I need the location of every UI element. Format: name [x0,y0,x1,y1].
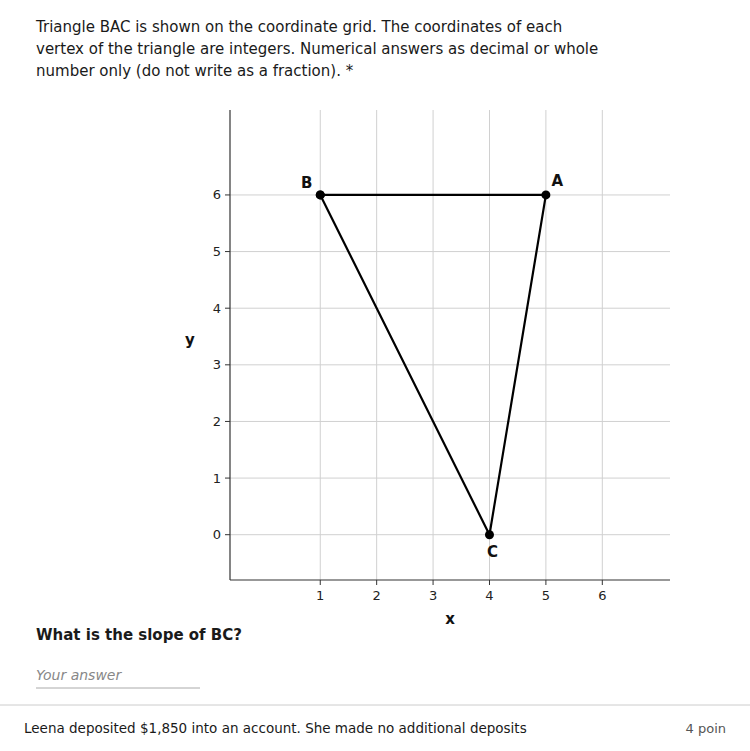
answer-placeholder: Your answer [36,667,122,683]
grid-line-x [602,110,603,580]
vertex-label: A [552,172,564,190]
grid-line-y [230,478,670,479]
tick-y [225,421,230,422]
grid-line-x [376,110,377,580]
tick-label-x: 6 [598,588,606,603]
tick-label-x: 4 [485,588,493,603]
tick-y [225,364,230,365]
vertex-dot [541,190,550,199]
grid-line-x [545,110,546,580]
tick-y [225,308,230,309]
vertex-dot [316,190,325,199]
tick-label-x: 2 [373,588,381,603]
tick-y [225,478,230,479]
x-axis-label: x [445,610,455,628]
vertex-dot [485,530,494,539]
title-line: number only (do not write as a fraction)… [36,62,354,80]
tick-label-y: 4 [213,301,221,316]
tick-x [433,580,434,585]
tick-label-y: 1 [213,471,221,486]
question: What is the slope of BC? [36,626,242,644]
tick-x [602,580,603,585]
title-line: vertex of the triangle are integers. Num… [36,40,598,58]
tick-x [320,580,321,585]
grid-line-y [230,364,670,365]
vertex-label: C [487,543,498,561]
grid-line-y [230,308,670,309]
tick-y [225,194,230,195]
tick-x [376,580,377,585]
tick-label-y: 5 [213,244,221,259]
triangle-line [320,195,546,535]
tick-label-y: 6 [213,187,221,202]
grid-line-x [433,110,434,580]
grid-line-y [230,534,670,535]
tick-x [545,580,546,585]
grid-line-y [230,421,670,422]
tick-x [489,580,490,585]
tick-label-x: 3 [429,588,437,603]
title: Triangle BAC is shown on the coordinate … [35,18,598,80]
tick-label-y: 3 [213,357,221,372]
grid-line-y [230,251,670,252]
points-label: 4 poin [686,721,726,736]
next-question: Leena deposited $1,850 into an account. … [24,720,527,736]
vertex-label: B [301,174,312,192]
grid-line-x [320,110,321,580]
tick-y [225,534,230,535]
tick-label-x: 1 [316,588,324,603]
tick-label-y: 0 [213,527,221,542]
grid [230,110,670,580]
answer-underline [36,688,200,689]
x-axis [230,579,670,580]
tick-label-x: 5 [542,588,550,603]
title-line: Triangle BAC is shown on the coordinate … [35,18,562,36]
plot-area [316,190,551,539]
tick-y [225,251,230,252]
bottom-divider [0,705,750,706]
vertex-dot [316,190,325,199]
y-axis [229,110,230,580]
grid-line-x [489,110,490,580]
tick-label-y: 2 [213,414,221,429]
y-axis-label: y [185,331,195,349]
